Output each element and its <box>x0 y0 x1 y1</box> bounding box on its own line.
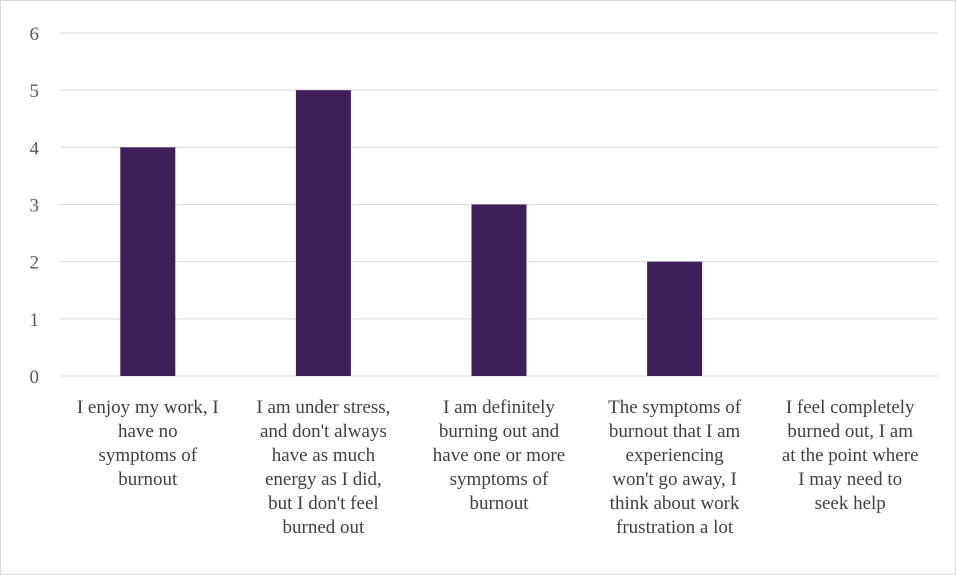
y-tick-label: 0 <box>30 367 40 388</box>
y-tick-label: 4 <box>30 138 40 159</box>
y-tick-label: 6 <box>30 24 40 45</box>
x-category-label: I am definitely burning out and have one o… <box>433 397 565 514</box>
y-tick-label: 1 <box>30 310 40 331</box>
x-category-label: The symptoms of burnout that I am experien… <box>608 397 742 538</box>
y-tick-label: 5 <box>30 81 40 102</box>
y-tick-label: 3 <box>30 196 40 217</box>
bar <box>647 261 703 376</box>
bar <box>120 147 176 376</box>
y-axis-ticks: 0 1 2 3 4 5 6 <box>30 24 40 388</box>
x-category-label: I am under stress, and don't always have a… <box>256 397 390 538</box>
y-tick-label: 2 <box>30 253 40 274</box>
bar <box>295 90 351 377</box>
bars <box>120 90 703 377</box>
x-category-label: I feel completely burned out, I am at the … <box>782 397 919 514</box>
bar <box>471 204 527 376</box>
